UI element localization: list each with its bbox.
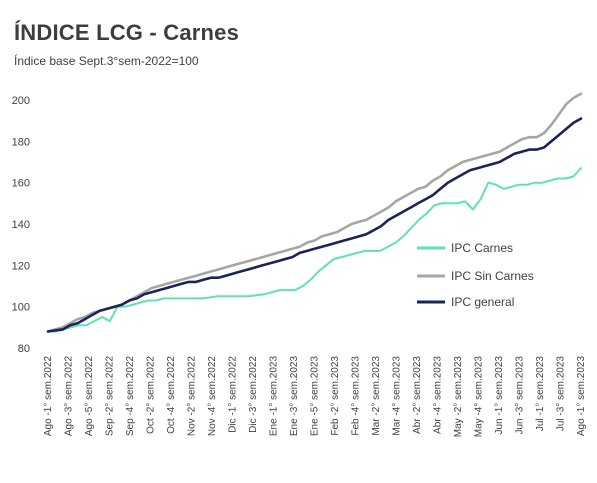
x-tick-label: Nov -4° sem.2022	[207, 356, 218, 437]
y-tick-label: 140	[12, 219, 30, 231]
chart-title: ÍNDICE LCG - Carnes	[14, 20, 240, 45]
y-tick-label: 120	[12, 260, 30, 272]
x-tick-label: Oct -4° sem.2022	[166, 356, 177, 434]
x-tick-label: Mar -4° sem.2023	[392, 356, 403, 436]
x-tick-label: Feb -2° sem.2023	[330, 356, 341, 436]
x-tick-label: Ago -1° sem.2023	[576, 356, 587, 437]
legend-label: IPC Carnes	[451, 241, 513, 255]
x-tick-label: May -4° sem.2023	[474, 356, 485, 438]
y-tick-label: 200	[12, 95, 30, 107]
x-tick-label: May -2° sem.2023	[453, 356, 464, 438]
x-tick-label: Oct -2° sem.2022	[146, 356, 157, 434]
y-tick-label: 180	[12, 136, 30, 148]
x-tick-label: Abr -2° sem.2023	[412, 356, 423, 434]
x-tick-label: Dic -1° sem.2022	[228, 356, 239, 433]
x-tick-label: Ene -5° sem.2023	[310, 356, 321, 437]
y-tick-label: 80	[18, 343, 30, 355]
y-axis: 80 100 120 140 160 180 200	[12, 95, 30, 355]
plot-area	[46, 92, 583, 333]
series-line-ipc-carnes	[47, 167, 582, 333]
series-line-ipc-general	[46, 117, 583, 333]
x-tick-label: Ago -5° sem.2022	[84, 356, 95, 437]
x-tick-label: Ago -1° sem.2022	[43, 356, 54, 437]
x-tick-label: Jun -1° sem.2023	[494, 356, 505, 435]
x-tick-label: Sep -4° sem.2022	[125, 356, 136, 437]
x-tick-label: Ago -3° sem.2022	[64, 356, 75, 437]
x-tick-label: Feb -4° sem.2023	[351, 356, 362, 436]
legend-label: IPC Sin Carnes	[451, 269, 534, 283]
series-line-ipc-sin-carnes	[46, 92, 583, 333]
x-tick-label: Jul -1° sem.2023	[535, 356, 546, 432]
legend-label: IPC general	[451, 295, 514, 309]
x-axis: Ago -1° sem.2022 Ago -3° sem.2022 Ago -5° …	[43, 356, 587, 438]
x-tick-label: Jul -3° sem.2023	[556, 356, 567, 432]
chart-subtitle: Índice base Sept.3°sem-2022=100	[14, 54, 199, 68]
x-tick-label: Jun -3° sem.2023	[515, 356, 526, 435]
y-tick-label: 160	[12, 178, 30, 190]
x-tick-label: Ene -3° sem.2023	[289, 356, 300, 437]
x-tick-label: Abr -4° sem.2023	[433, 356, 444, 434]
legend: IPC Carnes IPC Sin Carnes IPC general	[417, 241, 534, 309]
y-tick-label: 100	[12, 302, 30, 314]
x-tick-label: Nov -2° sem.2022	[187, 356, 198, 437]
x-tick-label: Dic -3° sem.2022	[248, 356, 259, 433]
x-tick-label: Mar -2° sem.2023	[371, 356, 382, 436]
x-tick-label: Sep -2° sem.2022	[105, 356, 116, 437]
x-tick-label: Ene -1° sem.2023	[269, 356, 280, 437]
